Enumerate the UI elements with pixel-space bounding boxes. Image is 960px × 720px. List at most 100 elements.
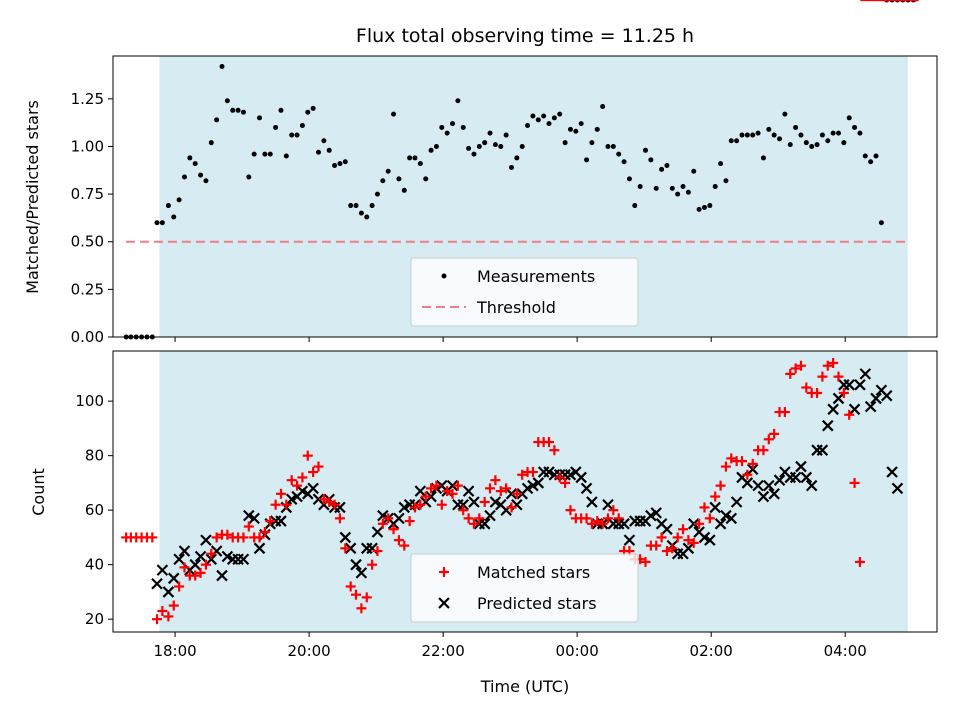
matched-star-point: [308, 467, 319, 478]
matched-star-point: [361, 592, 372, 603]
predicted-star-point: [800, 471, 813, 484]
measurement-point: [557, 111, 563, 117]
measurement-point: [809, 143, 815, 149]
predicted-star-point: [253, 542, 266, 555]
predicted-star-point: [704, 534, 716, 546]
measurement-point: [165, 203, 171, 209]
matched-star-point: [597, 518, 608, 529]
matched-star-point: [817, 371, 828, 382]
matched-star-point: [560, 477, 571, 488]
measurement-point: [551, 115, 557, 121]
matched-star-point: [474, 513, 485, 524]
measurement-point: [873, 153, 879, 159]
matched-star-point: [157, 606, 168, 617]
measurement-point: [503, 132, 509, 138]
measurement-point: [353, 203, 359, 209]
predicted-star-point: [151, 577, 163, 590]
predicted-star-point: [167, 572, 180, 585]
predicted-star-point: [468, 496, 480, 508]
predicted-star-point: [205, 553, 218, 566]
predicted-star-point: [216, 569, 228, 582]
matched-star-point: [844, 409, 855, 420]
measurement-point: [664, 163, 670, 169]
measurement-point: [744, 132, 750, 138]
measurement-point: [401, 187, 407, 193]
y-tick-label: 0.25: [71, 280, 104, 298]
matched-star-point: [318, 494, 329, 505]
measurement-point: [251, 151, 257, 157]
matched-star-point: [694, 518, 705, 529]
measurement-point: [519, 143, 525, 149]
measurement-point: [793, 124, 799, 130]
predicted-star-point: [350, 558, 362, 571]
matched-star-point: [581, 513, 592, 524]
predicted-star-point: [746, 463, 759, 476]
matched-star-point: [442, 486, 453, 497]
matched-star-point: [275, 488, 286, 499]
measurement-point: [755, 130, 761, 136]
predicted-star-point: [462, 485, 475, 497]
predicted-star-point: [854, 379, 866, 391]
predicted-star-point: [682, 542, 695, 555]
predicted-star-point: [156, 564, 169, 576]
measurement-point: [685, 189, 691, 195]
matched-star-point: [367, 559, 378, 570]
matched-star-point: [468, 518, 479, 529]
matched-star-point: [286, 475, 297, 486]
matched-star-point: [506, 502, 517, 513]
measurement-point: [391, 111, 397, 117]
predicted-star-point: [275, 515, 287, 527]
matched-star-point: [710, 491, 721, 502]
bottom-axes-frame: [112, 350, 938, 633]
measurement-point: [428, 147, 434, 153]
measurement-point: [310, 105, 316, 111]
predicted-star-point: [618, 518, 630, 530]
matched-star-point: [415, 499, 426, 510]
measurement-point: [476, 143, 482, 149]
measurement-point: [230, 107, 236, 113]
measurement-point: [626, 176, 632, 182]
predicted-star-point: [891, 482, 904, 495]
measurement-point: [450, 121, 456, 127]
matched-star-point: [388, 524, 399, 535]
predicted-star-point: [446, 479, 459, 492]
measurement-point: [771, 132, 777, 138]
measurement-point: [417, 161, 423, 167]
measurement-point: [412, 155, 418, 161]
matched-star-point: [592, 516, 603, 527]
matched-star-point: [206, 548, 217, 559]
legend-matched-marker: [439, 567, 449, 577]
matched-star-point: [747, 458, 758, 469]
matched-star-point: [651, 540, 662, 551]
matched-star-point: [838, 387, 849, 398]
matched-star-point: [822, 360, 833, 371]
matched-star-point: [292, 480, 303, 491]
measurement-point: [787, 142, 793, 148]
matched-star-point: [715, 480, 726, 491]
measurement-point: [841, 140, 847, 146]
predicted-star-point: [816, 444, 829, 456]
matched-star-point: [270, 499, 281, 510]
measurement-point: [878, 220, 884, 226]
measurement-point: [578, 121, 584, 127]
measurement-point: [766, 126, 772, 132]
measurement-point: [321, 138, 327, 144]
measurement-point: [267, 151, 273, 157]
y-tick-label: 100: [75, 392, 104, 410]
measurement-point: [224, 98, 230, 104]
matched-star-point: [356, 603, 367, 614]
matched-star-point: [656, 532, 667, 543]
predicted-star-point: [864, 400, 877, 413]
measurement-point: [621, 159, 627, 165]
matched-star-point: [340, 543, 351, 554]
measurement-point: [718, 161, 724, 167]
predicted-star-point: [478, 518, 491, 530]
top-legend: Measurements Threshold: [410, 257, 639, 327]
measurement-point: [342, 159, 348, 165]
matched-star-point: [179, 562, 190, 573]
legend-measurements-marker: [441, 273, 447, 279]
measurement-point: [380, 178, 386, 184]
matched-star-point: [565, 505, 576, 516]
matched-star-point: [168, 600, 179, 611]
matched-star-point: [672, 532, 683, 543]
